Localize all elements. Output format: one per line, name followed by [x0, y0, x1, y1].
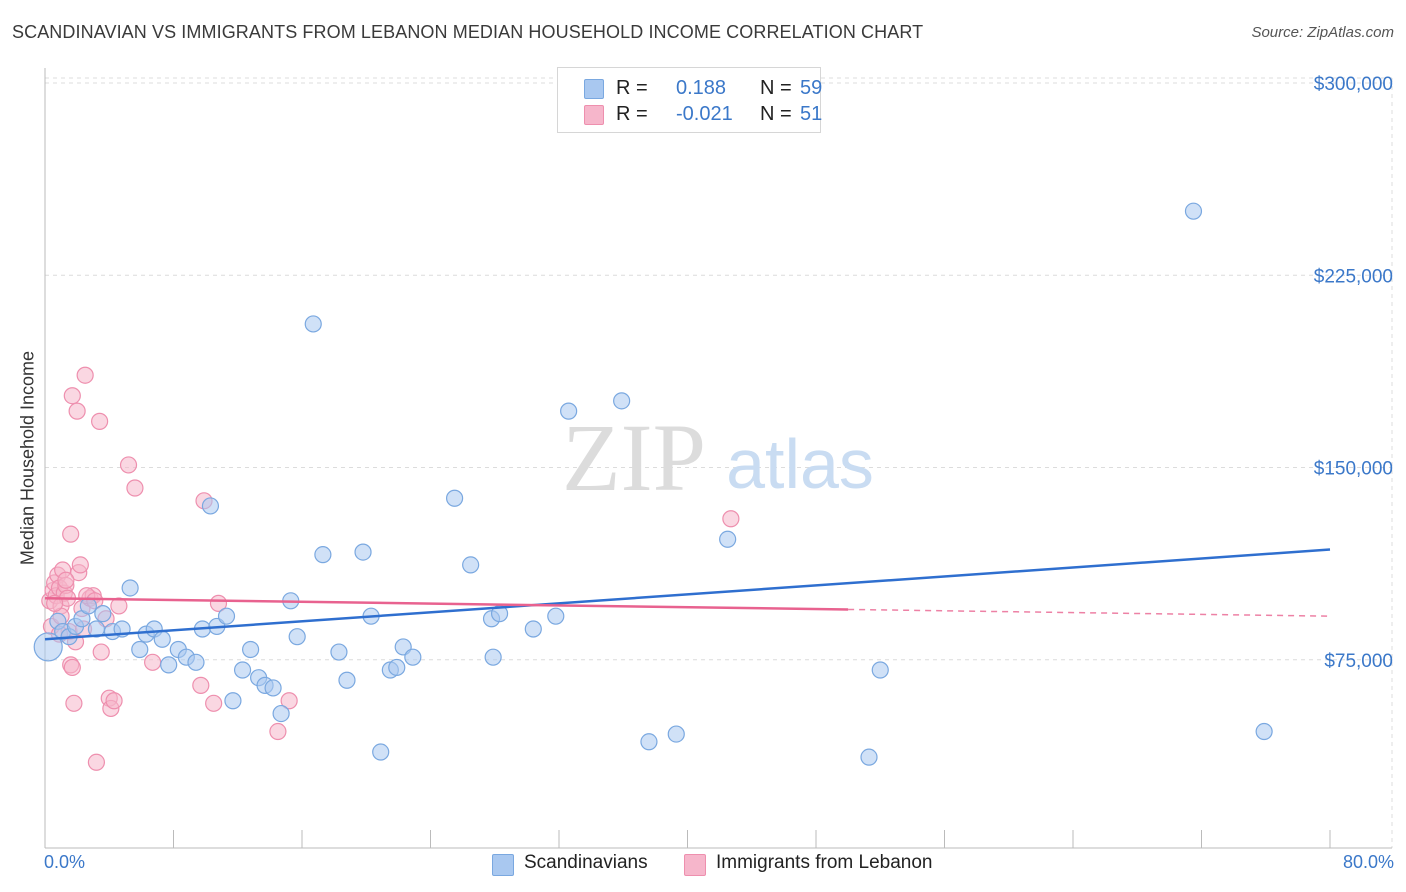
legend-n-value: 51: [800, 103, 823, 125]
point-scandinavian-39: [372, 743, 390, 761]
point-scandinavian-24: [224, 692, 242, 710]
series-scandinavians: [33, 202, 1273, 766]
point-scandinavian-19: [187, 653, 205, 671]
point-scandinavian-53: [640, 733, 658, 751]
legend-r-label: R =: [616, 103, 648, 125]
x-tick-label-max: 80.0%: [1342, 852, 1394, 872]
point-lebanon-26: [87, 753, 106, 771]
point-scandinavian-45: [462, 556, 480, 574]
point-scandinavian-30: [272, 704, 290, 723]
correlation-legend: R = 0.188 N = 59 R = -0.021 N = 51: [557, 67, 823, 133]
point-lebanon-35: [126, 479, 144, 497]
bottom-legend-swatch-pink: [684, 854, 706, 876]
point-lebanon-23: [76, 366, 94, 384]
point-lebanon-15: [63, 387, 81, 405]
point-scandinavian-11: [121, 579, 139, 597]
point-scandinavian-29: [264, 679, 282, 697]
legend-swatch-pink: [584, 105, 604, 125]
point-scandinavian-51: [560, 402, 578, 420]
point-lebanon-37: [192, 676, 210, 694]
point-scandinavian-54: [667, 725, 685, 743]
point-lebanon-41: [269, 722, 287, 741]
bottom-legend-swatch-blue: [492, 854, 514, 876]
point-scandinavian-0: [33, 632, 63, 662]
trend-lines: [44, 548, 1331, 641]
point-lebanon-39: [205, 694, 223, 712]
point-scandinavian-36: [338, 671, 356, 689]
point-scandinavian-44: [445, 489, 464, 507]
point-scandinavian-8: [94, 605, 112, 623]
legend-r-value: 0.188: [676, 77, 727, 99]
grid-layer: [45, 77, 1393, 848]
point-scandinavian-21: [201, 497, 220, 515]
legend-r-label: R =: [616, 77, 648, 99]
chart-title: SCANDINAVIAN VS IMMIGRANTS FROM LEBANON …: [12, 22, 924, 42]
legend-r-value: -0.021: [676, 103, 733, 125]
point-lebanon-49: [57, 571, 75, 589]
bottom-legend-label: Immigrants from Lebanon: [716, 852, 933, 873]
trend-line-lebanon-extrapolated: [848, 608, 1331, 617]
watermark-atlas: atlas: [726, 425, 874, 503]
point-lebanon-27: [91, 412, 109, 430]
point-scandinavian-43: [404, 648, 422, 666]
point-lebanon-13: [63, 658, 81, 677]
watermark: ZIP atlas: [562, 404, 874, 511]
point-scandinavian-6: [79, 597, 97, 615]
y-tick-label: $225,000: [1314, 266, 1393, 287]
point-scandinavian-50: [547, 607, 565, 625]
point-lebanon-42: [280, 692, 298, 710]
point-scandinavian-55: [719, 530, 737, 548]
axis-layer: [44, 68, 1392, 849]
chart-source: Source: ZipAtlas.com: [1251, 24, 1394, 41]
point-lebanon-20: [71, 556, 89, 574]
watermark-zip: ZIP: [562, 404, 706, 511]
legend-n-label: N =: [760, 103, 792, 125]
legend-swatch-blue: [584, 79, 604, 99]
point-lebanon-43: [722, 510, 740, 528]
point-scandinavian-37: [354, 543, 372, 561]
point-scandinavian-16: [160, 656, 178, 674]
point-scandinavian-35: [330, 643, 348, 661]
point-scandinavian-34: [314, 546, 332, 564]
trend-line-lebanon: [44, 596, 849, 611]
y-tick-label: $150,000: [1314, 459, 1393, 480]
y-tick-label: $75,000: [1324, 651, 1393, 672]
x-tick-label-min: 0.0%: [44, 852, 86, 872]
legend-n-label: N =: [760, 77, 792, 99]
point-lebanon-34: [119, 456, 138, 474]
point-scandinavian-26: [242, 640, 260, 659]
point-scandinavian-52: [613, 392, 631, 410]
point-scandinavian-12: [131, 640, 149, 659]
point-scandinavian-49: [524, 620, 542, 638]
point-lebanon-36: [144, 653, 162, 671]
point-scandinavian-23: [217, 607, 236, 625]
point-scandinavian-57: [871, 661, 889, 679]
point-lebanon-16: [65, 694, 83, 712]
point-lebanon-14: [62, 525, 80, 543]
point-lebanon-18: [68, 402, 86, 420]
y-tick-labels: $75,000 $150,000 $225,000 $300,000: [1314, 74, 1393, 672]
point-lebanon-33: [110, 597, 128, 615]
legend-n-value: 59: [800, 77, 823, 99]
point-scandinavian-33: [304, 315, 322, 333]
point-scandinavian-56: [860, 748, 878, 766]
point-scandinavian-15: [153, 630, 171, 648]
bottom-legend-label: Scandinavians: [524, 852, 648, 873]
point-lebanon-32: [105, 692, 123, 710]
y-tick-label: $300,000: [1314, 74, 1393, 95]
point-scandinavian-25: [233, 661, 252, 679]
point-scandinavian-58: [1184, 202, 1203, 220]
trend-line-scandinavians: [44, 548, 1331, 641]
point-scandinavian-41: [388, 658, 406, 677]
point-scandinavian-32: [288, 628, 306, 646]
point-scandinavian-48: [484, 648, 502, 666]
point-lebanon-28: [92, 643, 110, 661]
point-scandinavian-59: [1255, 722, 1273, 741]
